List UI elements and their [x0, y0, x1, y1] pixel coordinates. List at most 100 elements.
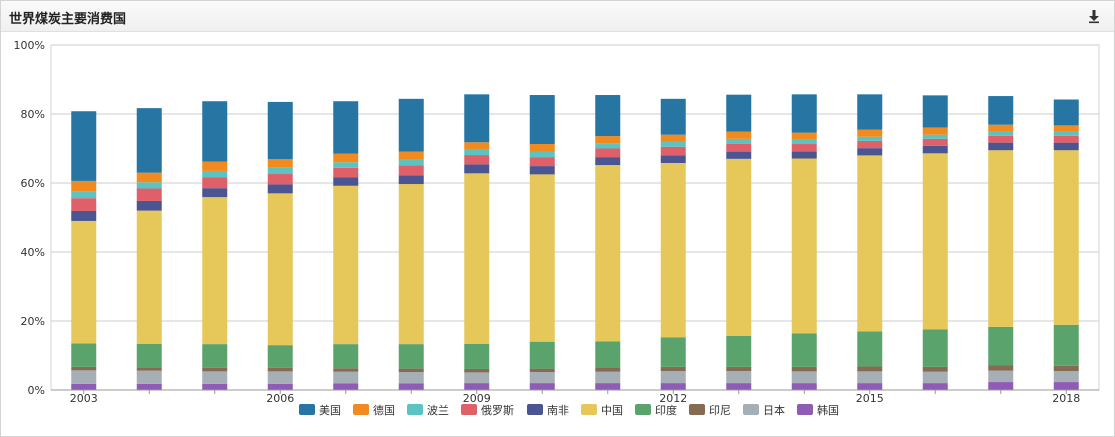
bar-segment-2015-印尼[interactable] — [857, 366, 883, 372]
legend-swatch-美国[interactable] — [299, 404, 315, 415]
bar-segment-2018-印度[interactable] — [1053, 324, 1079, 366]
bar-segment-2009-德国[interactable] — [464, 142, 490, 150]
bar-segment-2006-日本[interactable] — [267, 371, 293, 384]
bar-segment-2007-南非[interactable] — [333, 177, 359, 186]
bar-segment-2017-美国[interactable] — [988, 96, 1014, 125]
bar-segment-2004-波兰[interactable] — [136, 182, 162, 189]
bar-segment-2004-日本[interactable] — [136, 370, 162, 384]
bar-segment-2008-南非[interactable] — [398, 175, 424, 185]
bar-segment-2006-南非[interactable] — [267, 184, 293, 194]
legend-label-南非[interactable]: 南非 — [547, 404, 569, 417]
bar-segment-2015-俄罗斯[interactable] — [857, 140, 883, 149]
bar-segment-2014-印度[interactable] — [791, 333, 817, 367]
bar-segment-2018-韩国[interactable] — [1053, 382, 1079, 390]
bar-segment-2012-韩国[interactable] — [660, 383, 686, 390]
bar-segment-2012-波兰[interactable] — [660, 141, 686, 147]
bar-segment-2008-韩国[interactable] — [398, 383, 424, 390]
legend-swatch-中国[interactable] — [581, 404, 597, 415]
bar-segment-2005-日本[interactable] — [202, 371, 228, 384]
legend-label-波兰[interactable]: 波兰 — [427, 404, 449, 417]
bar-segment-2009-南非[interactable] — [464, 164, 490, 174]
bar-segment-2013-印尼[interactable] — [726, 366, 752, 372]
bar-segment-2016-美国[interactable] — [922, 95, 948, 128]
bar-segment-2009-韩国[interactable] — [464, 383, 490, 390]
bar-segment-2005-德国[interactable] — [202, 161, 228, 171]
bar-segment-2004-南非[interactable] — [136, 200, 162, 211]
bar-segment-2011-日本[interactable] — [595, 371, 621, 384]
bar-segment-2014-南非[interactable] — [791, 151, 817, 159]
bar-segment-2018-美国[interactable] — [1053, 99, 1079, 126]
bar-segment-2009-波兰[interactable] — [464, 149, 490, 156]
bar-segment-2016-印尼[interactable] — [922, 366, 948, 372]
bar-segment-2011-波兰[interactable] — [595, 143, 621, 149]
bar-segment-2004-美国[interactable] — [136, 108, 162, 173]
legend-label-德国[interactable]: 德国 — [373, 403, 395, 417]
bar-segment-2011-南非[interactable] — [595, 157, 621, 166]
bar-segment-2004-印度[interactable] — [136, 343, 162, 368]
bar-segment-2018-日本[interactable] — [1053, 371, 1079, 383]
bar-segment-2007-日本[interactable] — [333, 371, 359, 384]
bar-segment-2011-美国[interactable] — [595, 95, 621, 137]
bar-segment-2006-韩国[interactable] — [267, 383, 293, 390]
bar-segment-2005-南非[interactable] — [202, 188, 228, 198]
bar-segment-2016-南非[interactable] — [922, 145, 948, 154]
bar-segment-2004-韩国[interactable] — [136, 383, 162, 390]
bar-segment-2010-印度[interactable] — [529, 341, 555, 369]
bar-segment-2003-俄罗斯[interactable] — [71, 198, 97, 211]
bar-segment-2018-俄罗斯[interactable] — [1053, 135, 1079, 143]
bar-segment-2012-日本[interactable] — [660, 371, 686, 384]
bar-segment-2013-波兰[interactable] — [726, 138, 752, 144]
bar-segment-2015-德国[interactable] — [857, 129, 883, 137]
bar-segment-2014-韩国[interactable] — [791, 383, 817, 390]
bar-segment-2014-俄罗斯[interactable] — [791, 144, 817, 152]
bar-segment-2017-韩国[interactable] — [988, 382, 1014, 390]
bar-segment-2018-中国[interactable] — [1053, 150, 1079, 325]
bar-segment-2012-印度[interactable] — [660, 337, 686, 367]
bar-segment-2003-韩国[interactable] — [71, 383, 97, 390]
bar-segment-2017-俄罗斯[interactable] — [988, 135, 1014, 143]
bar-segment-2015-韩国[interactable] — [857, 383, 883, 390]
legend-label-俄罗斯[interactable]: 俄罗斯 — [481, 404, 514, 417]
bar-segment-2006-波兰[interactable] — [267, 167, 293, 175]
legend-swatch-印尼[interactable] — [689, 404, 705, 415]
bar-segment-2016-中国[interactable] — [922, 153, 948, 330]
bar-segment-2015-中国[interactable] — [857, 155, 883, 332]
bar-segment-2009-印度[interactable] — [464, 343, 490, 369]
bar-segment-2017-日本[interactable] — [988, 370, 1014, 383]
bar-segment-2005-中国[interactable] — [202, 197, 228, 345]
bar-segment-2005-印尼[interactable] — [202, 367, 228, 372]
bar-segment-2012-印尼[interactable] — [660, 366, 686, 372]
bar-segment-2006-印尼[interactable] — [267, 367, 293, 372]
bar-segment-2010-印尼[interactable] — [529, 368, 555, 373]
bar-segment-2015-日本[interactable] — [857, 371, 883, 384]
bar-segment-2008-印度[interactable] — [398, 344, 424, 369]
bar-segment-2009-日本[interactable] — [464, 372, 490, 384]
bar-segment-2013-美国[interactable] — [726, 94, 752, 132]
bar-segment-2011-印度[interactable] — [595, 341, 621, 368]
bar-segment-2003-印度[interactable] — [71, 343, 97, 367]
bar-segment-2003-美国[interactable] — [71, 111, 97, 181]
bar-segment-2011-中国[interactable] — [595, 165, 621, 342]
bar-segment-2013-印度[interactable] — [726, 335, 752, 367]
bar-segment-2010-韩国[interactable] — [529, 383, 555, 390]
legend-swatch-韩国[interactable] — [797, 404, 813, 415]
bar-segment-2012-南非[interactable] — [660, 155, 686, 163]
bar-segment-2018-波兰[interactable] — [1053, 131, 1079, 136]
bar-segment-2007-美国[interactable] — [333, 101, 359, 154]
bar-segment-2006-俄罗斯[interactable] — [267, 174, 293, 185]
bar-segment-2014-德国[interactable] — [791, 132, 817, 140]
bar-segment-2006-德国[interactable] — [267, 159, 293, 168]
bar-segment-2008-日本[interactable] — [398, 372, 424, 384]
bar-segment-2013-南非[interactable] — [726, 151, 752, 159]
legend-swatch-波兰[interactable] — [407, 404, 423, 415]
legend-label-印尼[interactable]: 印尼 — [709, 404, 731, 417]
bar-segment-2015-美国[interactable] — [857, 94, 883, 130]
bar-segment-2016-印度[interactable] — [922, 329, 948, 367]
bar-segment-2007-中国[interactable] — [333, 185, 359, 345]
bar-segment-2005-波兰[interactable] — [202, 170, 228, 178]
bar-segment-2013-德国[interactable] — [726, 131, 752, 139]
bar-segment-2017-德国[interactable] — [988, 124, 1014, 132]
bar-segment-2005-韩国[interactable] — [202, 383, 228, 390]
bar-segment-2013-中国[interactable] — [726, 158, 752, 336]
bar-segment-2010-南非[interactable] — [529, 166, 555, 175]
